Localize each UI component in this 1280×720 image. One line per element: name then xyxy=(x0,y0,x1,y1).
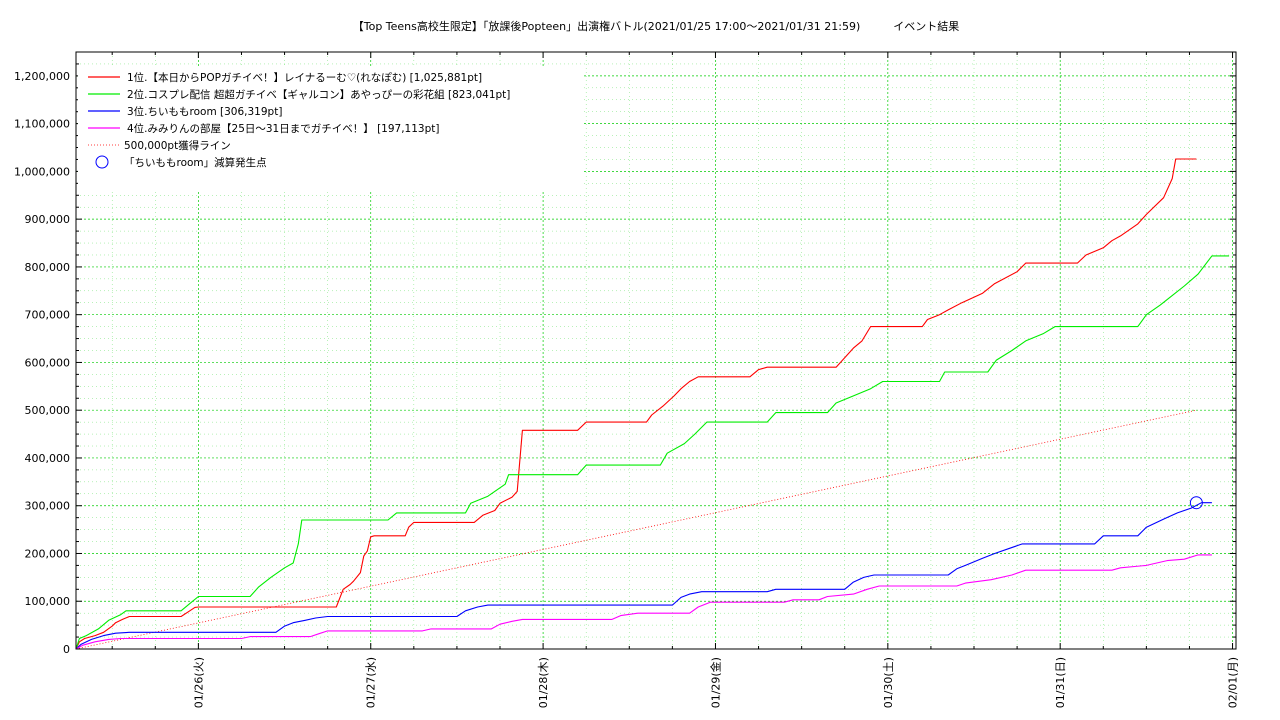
legend-label: 1位.【本日からPOPガチイベ！】レイナるーむ♡(れなぽむ) [1,025,88… xyxy=(127,71,482,84)
legend-background xyxy=(78,66,584,192)
y-tick-label: 800,000 xyxy=(25,261,71,274)
legend: 1位.【本日からPOPガチイベ！】レイナるーむ♡(れなぽむ) [1,025,88… xyxy=(78,66,584,192)
series-line-3 xyxy=(75,502,1212,650)
y-tick-label: 900,000 xyxy=(25,213,71,226)
series-line-4 xyxy=(75,554,1212,650)
chart-title: 【Top Teens高校生限定】「放課後Popteen」出演権バトル(2021/… xyxy=(353,19,960,33)
y-tick-label: 600,000 xyxy=(25,356,71,369)
y-tick-label: 200,000 xyxy=(25,547,71,560)
y-tick-label: 1,000,000 xyxy=(14,165,70,178)
y-tick-label: 700,000 xyxy=(25,309,71,322)
grid xyxy=(76,52,1236,649)
x-tick-label: 01/28(木) xyxy=(537,657,550,708)
y-tick-label: 1,200,000 xyxy=(14,70,70,83)
y-tick-label: 400,000 xyxy=(25,452,71,465)
x-tick-label: 01/26(火) xyxy=(192,657,205,708)
legend-swatch-marker xyxy=(95,155,109,169)
subtraction-marker xyxy=(1189,496,1203,510)
legend-label: 3位.ちいももroom [306,319pt] xyxy=(127,105,282,118)
legend-label: 4位.みみりんの部屋【25日〜31日までガチイベ！】 [197,113pt] xyxy=(127,122,439,135)
x-tick-label: 01/30(土) xyxy=(882,657,895,708)
legend-label: 「ちいももroom」減算発生点 xyxy=(124,156,267,169)
y-tick-label: 300,000 xyxy=(25,500,71,513)
x-tick-label: 02/01(月) xyxy=(1227,657,1240,708)
y-tick-label: 100,000 xyxy=(25,595,71,608)
x-tick-label: 01/29(金) xyxy=(708,657,722,708)
target-line xyxy=(75,409,1197,650)
x-tick-label: 01/27(水) xyxy=(365,657,378,708)
legend-label: 500,000pt獲得ライン xyxy=(124,139,231,152)
legend-label: 2位.コスプレ配信 超超ガチイベ【ギャルコン】あやっぴーの彩花組 [823,04… xyxy=(127,88,510,101)
y-tick-label: 0 xyxy=(63,643,70,656)
y-tick-label: 1,100,000 xyxy=(14,118,70,131)
series-lines xyxy=(75,158,1230,650)
x-tick-label: 01/31(日) xyxy=(1054,657,1067,708)
series-line-2 xyxy=(75,255,1230,650)
y-tick-label: 500,000 xyxy=(25,404,71,417)
series-line-1 xyxy=(75,158,1197,650)
